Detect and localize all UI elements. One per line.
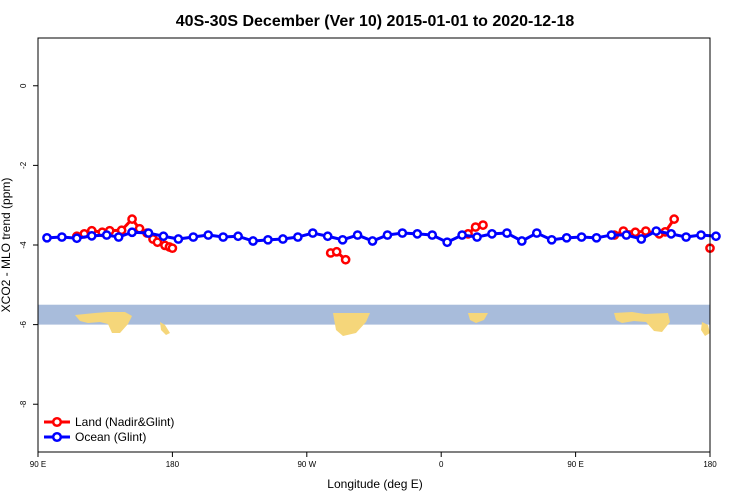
data-point bbox=[158, 231, 169, 242]
data-point bbox=[167, 243, 178, 254]
data-point bbox=[412, 229, 423, 239]
data-point bbox=[127, 227, 137, 238]
x-axis-label: Longitude (deg E) bbox=[327, 477, 422, 491]
data-point bbox=[636, 234, 647, 244]
series-1 bbox=[42, 226, 721, 248]
data-point bbox=[331, 246, 342, 257]
x-tick-label: 90 W bbox=[297, 460, 316, 469]
data-point bbox=[696, 230, 706, 240]
data-point bbox=[640, 226, 651, 236]
data-point bbox=[101, 230, 112, 240]
x-tick-label: 0 bbox=[439, 460, 444, 469]
data-point bbox=[502, 228, 512, 238]
data-point bbox=[546, 234, 557, 245]
data-point bbox=[427, 230, 438, 240]
data-point bbox=[42, 232, 52, 243]
data-point bbox=[71, 233, 82, 244]
series-line bbox=[46, 229, 717, 244]
data-point bbox=[470, 222, 481, 232]
x-tick-label: 180 bbox=[703, 460, 717, 469]
data-point bbox=[651, 226, 662, 236]
map-strip bbox=[38, 304, 710, 336]
data-point bbox=[478, 220, 488, 230]
data-point bbox=[248, 236, 258, 246]
data-point bbox=[127, 214, 137, 224]
data-point bbox=[352, 230, 363, 240]
data-point bbox=[292, 232, 303, 242]
map-land-4 bbox=[614, 312, 670, 332]
data-point bbox=[173, 234, 184, 244]
legend-marker bbox=[51, 416, 63, 428]
data-point bbox=[57, 232, 67, 242]
data-point bbox=[442, 237, 453, 248]
chart-title: 40S-30S December (Ver 10) 2015-01-01 to … bbox=[176, 13, 575, 30]
y-tick-label: -2 bbox=[19, 161, 28, 169]
legend-label: Land (Nadir&Glint) bbox=[75, 415, 174, 429]
data-point bbox=[666, 229, 677, 239]
data-point bbox=[681, 232, 691, 242]
map-land-5 bbox=[701, 322, 710, 336]
data-point bbox=[203, 230, 214, 240]
y-axis-label: XCO2 - MLO trend (ppm) bbox=[0, 178, 13, 313]
legend: Land (Nadir&Glint)Ocean (Glint) bbox=[44, 415, 174, 444]
data-point bbox=[307, 228, 318, 238]
map-ocean bbox=[38, 304, 710, 325]
data-point bbox=[337, 234, 348, 245]
map-land-2 bbox=[333, 313, 370, 336]
data-point bbox=[591, 232, 602, 243]
map-land-1 bbox=[160, 322, 170, 335]
data-point bbox=[606, 230, 617, 240]
series-0 bbox=[71, 214, 715, 265]
data-point bbox=[669, 214, 680, 224]
data-point bbox=[340, 254, 351, 265]
x-tick-label: 180 bbox=[166, 460, 180, 469]
data-point bbox=[188, 232, 199, 242]
data-point bbox=[621, 230, 632, 240]
data-point bbox=[218, 232, 229, 242]
data-point bbox=[397, 228, 408, 238]
x-tick-label: 90 E bbox=[567, 460, 583, 469]
data-point bbox=[143, 228, 154, 238]
y-tick-label: -8 bbox=[19, 400, 28, 408]
data-point bbox=[263, 234, 273, 245]
data-point bbox=[86, 230, 97, 241]
data-point bbox=[278, 234, 288, 244]
data-point bbox=[382, 230, 393, 240]
y-tick-label: 0 bbox=[19, 83, 28, 88]
data-point bbox=[152, 237, 163, 248]
y-tick-label: -4 bbox=[19, 241, 28, 249]
legend-marker bbox=[51, 431, 63, 443]
data-point bbox=[576, 232, 587, 242]
data-point bbox=[711, 231, 721, 242]
map-land-3 bbox=[468, 313, 488, 323]
data-point bbox=[367, 236, 378, 246]
data-point bbox=[457, 230, 467, 240]
data-point bbox=[516, 236, 527, 246]
data-point bbox=[630, 227, 641, 238]
data-point bbox=[322, 231, 333, 242]
data-point bbox=[233, 231, 243, 242]
data-point bbox=[487, 229, 497, 239]
map-land-0 bbox=[75, 312, 132, 333]
x-tick-label: 90 E bbox=[30, 460, 46, 469]
data-point bbox=[531, 228, 542, 238]
data-point bbox=[472, 232, 482, 242]
axes: 90 E 180 90 W 0 90 E 180 0 -2 -4 -6 -8 bbox=[19, 37, 717, 469]
y-tick-label: -6 bbox=[19, 321, 28, 329]
data-point bbox=[561, 232, 572, 243]
legend-label: Ocean (Glint) bbox=[75, 430, 146, 444]
plot-area bbox=[42, 214, 721, 265]
data-point bbox=[113, 232, 124, 242]
